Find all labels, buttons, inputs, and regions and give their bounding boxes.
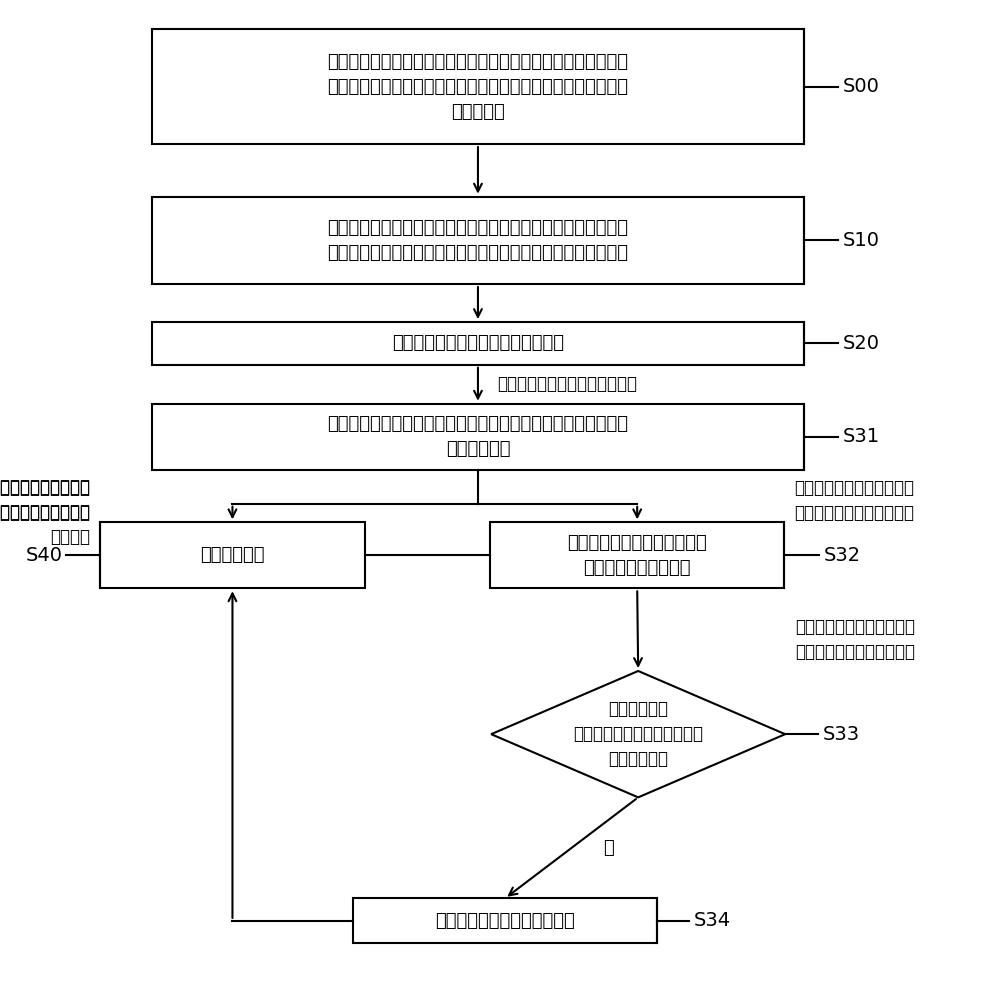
Text: 放行所述车辆: 放行所述车辆 bbox=[200, 547, 265, 564]
Text: S40: S40 bbox=[26, 546, 63, 564]
Text: 为所述车辆垫付所述停车费用: 为所述车辆垫付所述停车费用 bbox=[435, 912, 575, 930]
Text: 选择银行卡支付，从所述支付账户预先绑定的银行卡账户中扣除
所述停车费用: 选择银行卡支付，从所述支付账户预先绑定的银行卡账户中扣除 所述停车费用 bbox=[327, 416, 628, 458]
Text: 未成功从优先级高的所述支
付账户中扣除所述停车费用: 未成功从优先级高的所述支 付账户中扣除所述停车费用 bbox=[794, 479, 914, 523]
Text: S00: S00 bbox=[843, 77, 880, 96]
Text: 所述支付限额超过所述停车费用: 所述支付限额超过所述停车费用 bbox=[498, 375, 638, 393]
Text: 是: 是 bbox=[603, 839, 614, 857]
Text: 在所述车辆出场时，识别所述车辆的车牌号，并根据所述车牌号
查询数据库获取所述车辆的入场信息，计算所述车辆的停车费用: 在所述车辆出场时，识别所述车辆的车牌号，并根据所述车牌号 查询数据库获取所述车辆… bbox=[327, 219, 628, 262]
Text: 从优先级次之的支付账户的账
户中扣除所述停车费用: 从优先级次之的支付账户的账 户中扣除所述停车费用 bbox=[567, 534, 707, 576]
Text: S32: S32 bbox=[823, 546, 861, 564]
Text: 未成功从所述支付账户的账
户余额中扣除所述停车费用: 未成功从所述支付账户的账 户余额中扣除所述停车费用 bbox=[795, 618, 915, 662]
Polygon shape bbox=[491, 671, 785, 798]
FancyBboxPatch shape bbox=[100, 522, 365, 588]
FancyBboxPatch shape bbox=[490, 522, 784, 588]
Text: S10: S10 bbox=[843, 231, 880, 250]
FancyBboxPatch shape bbox=[152, 322, 804, 365]
Text: 判断所述信用
垫付预设的垫付额度是否超过
所述停车费用: 判断所述信用 垫付预设的垫付额度是否超过 所述停车费用 bbox=[573, 700, 703, 768]
Text: S33: S33 bbox=[822, 725, 860, 744]
FancyBboxPatch shape bbox=[152, 30, 804, 144]
Text: S31: S31 bbox=[843, 428, 880, 446]
Text: S34: S34 bbox=[694, 912, 731, 930]
Text: S20: S20 bbox=[843, 334, 880, 353]
Text: 获取所述车牌号预先绑定的支付账户: 获取所述车牌号预先绑定的支付账户 bbox=[392, 334, 564, 352]
FancyBboxPatch shape bbox=[152, 404, 804, 470]
Text: 成功从所述优先级次之支付
账户的账户余额中扣除所述
停车费用: 成功从所述优先级次之支付 账户的账户余额中扣除所述 停车费用 bbox=[0, 477, 90, 546]
FancyBboxPatch shape bbox=[152, 196, 804, 284]
Text: 成功从优先级高的所述支付
账户中扣除所述停车费用: 成功从优先级高的所述支付 账户中扣除所述停车费用 bbox=[0, 479, 90, 523]
Text: 通过移动终端为车辆对应的车牌号预先绑定可进行自动支付停车
费的多个支付账户，并对每个所述支付账户设置用于支付停车费
的支付限额: 通过移动终端为车辆对应的车牌号预先绑定可进行自动支付停车 费的多个支付账户，并对… bbox=[327, 53, 628, 121]
FancyBboxPatch shape bbox=[353, 899, 657, 943]
